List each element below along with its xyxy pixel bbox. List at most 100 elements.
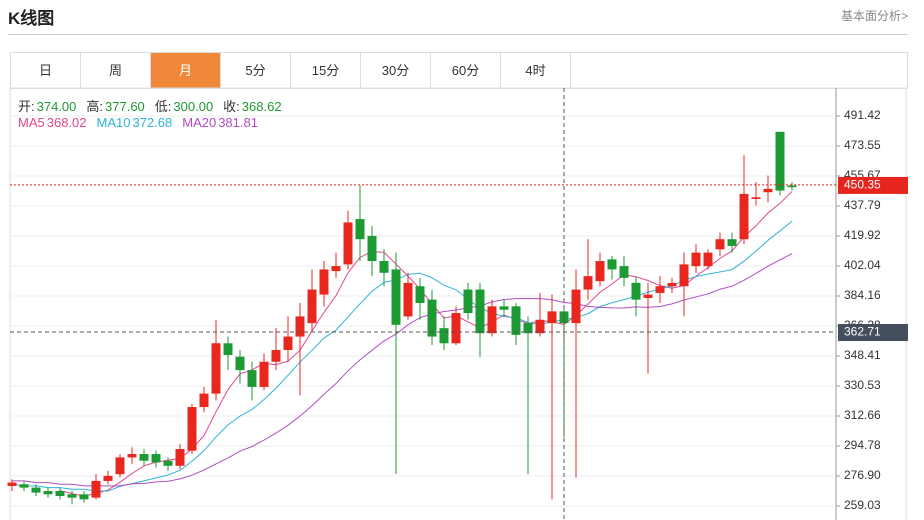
candle-body [415,286,425,303]
candle-body [631,282,641,300]
candle-body [787,185,797,188]
ma-legend: MA5 368.02 MA10 372.68 MA20 381.81 [18,115,268,130]
legend-name: MA20 [182,115,217,130]
candle-body [679,264,689,287]
candle-body [775,131,785,191]
candle-body [271,349,281,362]
legend-value: 372.68 [132,115,173,130]
candle-body [7,482,17,486]
candle-body [391,269,401,325]
candle-body [427,299,437,337]
candle-body [307,289,317,324]
candle-body [439,328,449,344]
candle-body [319,269,329,295]
candle-body [703,252,713,267]
tab[interactable]: 60分 [431,53,501,88]
candle-body [751,197,761,199]
fundamentals-link[interactable]: 基本面分析> [840,9,908,23]
y-tick-label: 259.03 [844,498,881,512]
candle-body [727,239,737,246]
candle-body [511,306,521,335]
candle-body [343,222,353,265]
last-price-badge [838,176,908,194]
y-tick-label: 402.04 [844,258,881,272]
candle-body [91,480,101,498]
candle-body [475,289,485,334]
candle-body [163,460,173,466]
candle-body [199,393,209,408]
candle-body [607,259,617,270]
info-value: 377.60 [105,99,145,114]
candle-body [655,286,665,293]
candle-body [283,336,293,350]
y-tick-label: 473.55 [844,138,881,152]
candle-body [487,306,497,334]
candle-body [403,282,413,317]
candle-body [43,490,53,495]
candle-body [187,407,197,451]
last-price-label: 450.35 [844,178,881,192]
candle-body [691,252,701,267]
tab[interactable]: 4时 [501,53,571,88]
crosshair-badge [838,324,908,342]
candle-body [451,313,461,344]
candle-body [571,289,581,324]
legend-value: 381.81 [218,115,258,130]
candle-body [643,294,653,298]
candle-body [523,323,533,334]
info-value: 300.00 [173,99,214,114]
ma-line [59,191,793,497]
candle-body [367,235,377,262]
info-value: 374.00 [36,99,77,114]
candle-body [379,261,389,273]
info-label: 低: [154,99,172,114]
tab[interactable]: 周 [81,53,151,88]
ma-lines [11,191,793,497]
info-label: 高: [86,99,104,114]
y-tick-label: 384.16 [844,288,881,302]
candle-body [175,449,185,466]
candle-body [619,266,629,278]
ma-line [12,253,793,487]
y-tick-label: 348.41 [844,348,881,362]
candle-body [583,276,593,290]
candle-body [739,193,749,240]
candle-body [67,494,77,498]
divider [8,34,908,35]
candle-body [763,188,773,193]
candle-body [115,457,125,475]
candle-body [463,289,473,314]
candle-body [295,316,305,337]
plot-frame [9,87,907,520]
y-tick-label: 419.92 [844,228,881,242]
y-tick-label: 437.79 [844,198,881,212]
legend-name: MA5 [18,115,45,130]
candle-body [667,282,677,287]
candle-body [55,490,65,496]
info-label: 收: [223,99,240,114]
candle-body [247,370,257,387]
candle-body [139,454,149,461]
tab[interactable]: 30分 [361,53,431,88]
tab[interactable]: 月 [151,53,221,88]
candle-body [151,454,161,463]
candle-body [259,361,269,387]
legend-value: 368.02 [46,115,87,130]
candle-body [211,343,221,394]
crosshair-label: 362.71 [844,325,881,339]
page-title: K线图 [8,9,55,28]
info-label: 开: [18,99,35,114]
tab[interactable]: 15分 [291,53,361,88]
candle-body [103,475,113,481]
candle-body [535,319,545,334]
ohlc-info: 开: 374.00 高: 377.60 低: 300.00 收: 368.62 [18,96,292,115]
tab[interactable]: 5分 [221,53,291,88]
candle-body [715,239,725,250]
candle-body [595,261,605,282]
y-tick-label: 330.53 [844,378,881,392]
candle-body [127,454,137,458]
info-value: 368.62 [241,99,282,114]
tab[interactable]: 日 [11,53,81,88]
y-tick-label: 276.90 [844,468,881,482]
